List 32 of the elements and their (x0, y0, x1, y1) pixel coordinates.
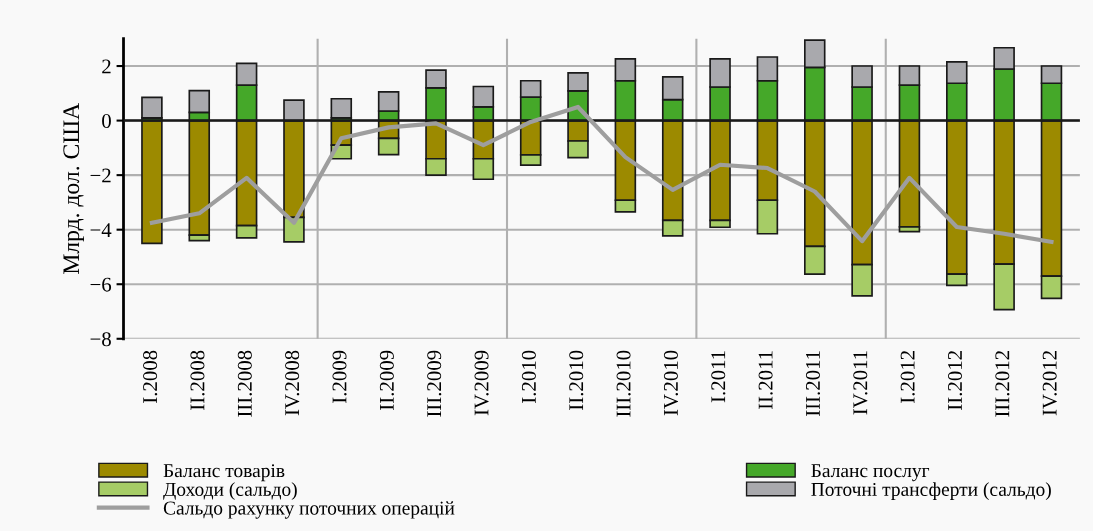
x-tick-label: II.2008 (190, 350, 205, 410)
y-tick-label: 2 (102, 59, 111, 74)
x-tick-label: II.2010 (569, 350, 584, 410)
y-tick-label: −8 (90, 332, 111, 347)
x-tick-label: I.2008 (143, 350, 158, 403)
x-tick-label: IV.2010 (663, 350, 679, 416)
x-tick-label: III.2008 (237, 350, 252, 417)
x-tick-label: I.2010 (521, 350, 536, 403)
x-tick-label: I.2009 (332, 350, 347, 403)
x-tick-label: IV.2011 (853, 351, 868, 415)
y-axis-title: Млрд. дол. США (63, 103, 84, 274)
y-tick-label: −2 (90, 168, 111, 183)
x-tick-label: III.2012 (995, 351, 1010, 417)
x-tick-label: III.2010 (616, 350, 631, 417)
y-tick-label: −6 (90, 277, 112, 292)
x-tick-label: I.2012 (900, 351, 915, 403)
legend-label: Доходи (сальдо) (163, 482, 297, 500)
x-tick-label: II.2012 (947, 351, 963, 410)
x-tick-label: III.2011 (805, 351, 821, 417)
legend-label: Сальдо рахунку поточних операцій (163, 501, 455, 519)
x-tick-label: IV.2012 (1042, 351, 1057, 416)
y-tick-label: 0 (102, 113, 111, 129)
x-tick-label: I.2011 (711, 351, 726, 403)
legend-label: Баланс послуг (811, 464, 930, 482)
x-tick-label: IV.2008 (285, 350, 300, 416)
y-tick-label: −4 (90, 223, 112, 237)
legend-label: Баланс товарів (163, 464, 285, 482)
legend-label: Поточні трансферти (сальдо) (811, 482, 1051, 500)
x-tick-label: III.2009 (427, 350, 442, 417)
x-tick-label: II.2009 (379, 350, 394, 410)
x-tick-label: II.2011 (758, 351, 773, 410)
x-tick-label: IV.2009 (474, 350, 489, 416)
